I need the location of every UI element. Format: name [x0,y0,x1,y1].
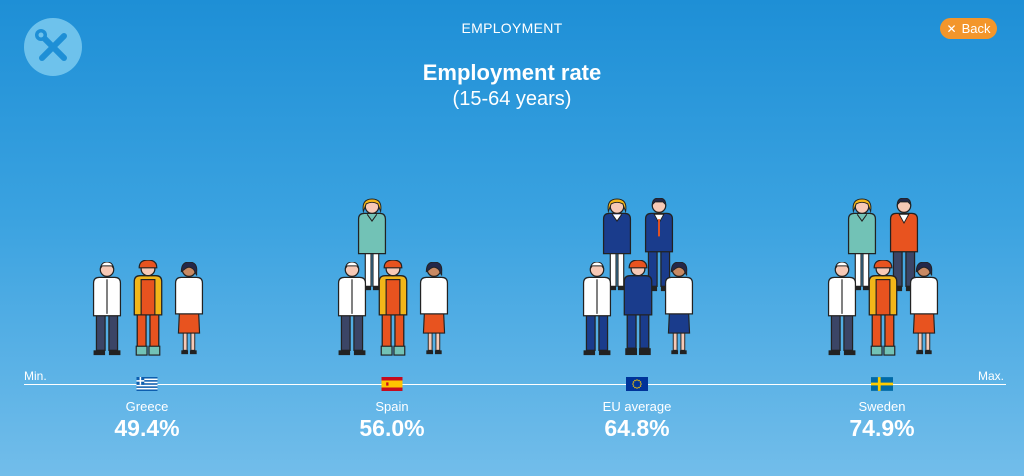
figure-group-eu-average [582,198,694,356]
tools-icon [35,29,67,61]
greece-flag-icon [136,377,158,391]
back-button[interactable]: ✕ Back [940,18,997,39]
data-label: 64.8% [604,415,670,441]
country-name: Greece [125,399,169,414]
country-spain: Spain 56.0% [312,377,472,442]
data-label: 56.0% [359,415,425,441]
person-figure-spain-2 [378,260,408,356]
person-figure-greece-2 [133,260,163,356]
person-figure-greece-3 [174,262,204,355]
close-icon: ✕ [946,21,957,36]
spain-flag-icon [381,377,403,391]
axis-min-label: Min. [24,369,47,383]
sweden-flag-icon [871,377,893,391]
section-title: EMPLOYMENT [461,20,563,36]
country-name: Spain [375,399,409,414]
person-figure-sweden-1 [827,262,857,356]
chart-title: Employment rate [422,60,602,85]
data-label: 49.4% [114,415,180,441]
figure-group-spain [337,198,449,356]
person-figure-spain-1 [337,262,367,356]
country-eu-average: EU average 64.8% [557,377,717,442]
country-name: EU average [602,399,672,414]
app-icon[interactable] [24,18,82,76]
country-sweden: Sweden 74.9% [802,377,962,442]
eu-flag-icon [626,377,648,391]
person-figure-eu-2 [623,260,653,356]
back-label: Back [961,21,991,36]
chart-subtitle: (15-64 years) [452,88,572,110]
figure-group-sweden [827,198,939,356]
figure-group-greece [92,260,204,356]
person-figure-sweden-2 [868,260,898,356]
country-greece: Greece 49.4% [67,377,227,442]
person-figure-greece-1 [92,262,122,356]
person-figure-spain-3 [419,262,449,355]
axis-max-label: Max. [977,369,1004,383]
axis-line [24,384,1006,385]
country-name: Sweden [858,399,906,414]
data-label: 74.9% [849,415,915,441]
person-figure-eu-1 [582,262,612,356]
